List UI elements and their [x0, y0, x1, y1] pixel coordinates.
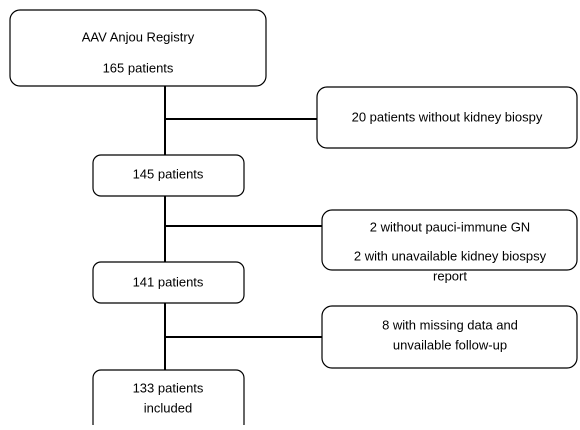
node-box	[9, 9, 267, 87]
node-box	[321, 209, 578, 271]
node-box	[92, 261, 245, 304]
node-text: included	[144, 400, 192, 415]
node-text: AAV Anjou Registry	[82, 29, 195, 44]
node-box	[316, 86, 578, 149]
node-text: report	[433, 268, 467, 283]
node-text: 2 without pauci-immune GN	[370, 219, 530, 234]
node-text: unvailable follow-up	[393, 337, 507, 352]
node-box	[321, 305, 578, 369]
node-box	[92, 369, 245, 430]
node-text: 8 with missing data and	[382, 317, 518, 332]
node-box	[92, 154, 245, 197]
node-text: 2 with unavailable kidney biospsy	[354, 248, 547, 263]
node-text: 141 patients	[133, 274, 204, 289]
node-text: 165 patients	[103, 60, 174, 75]
node-text: 20 patients without kidney biospy	[352, 109, 543, 124]
node-text: 133 patients	[133, 380, 204, 395]
node-text: 145 patients	[133, 166, 204, 181]
